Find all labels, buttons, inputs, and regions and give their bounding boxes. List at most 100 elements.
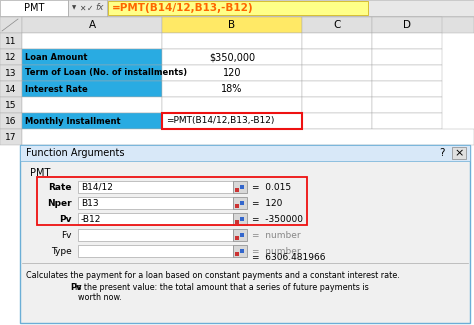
Bar (0, 113, 22, 129)
Text: 12: 12 (5, 53, 17, 61)
Bar (22, 49, 162, 65)
Bar (302, 97, 372, 113)
Bar (22, 65, 162, 81)
Bar (108, 1, 368, 15)
Bar (162, 49, 302, 65)
Bar (240, 185, 244, 189)
Bar (162, 81, 302, 97)
Text: =PMT(B14/12,B13,-B12): =PMT(B14/12,B13,-B12) (112, 3, 254, 13)
Bar (162, 97, 302, 113)
Bar (372, 33, 442, 49)
Bar (0, 33, 22, 49)
Text: 18%: 18% (221, 84, 243, 94)
Bar (0, 17, 474, 33)
Bar (372, 113, 442, 129)
Bar (233, 245, 247, 257)
Text: Pv: Pv (70, 283, 82, 292)
Bar (302, 17, 372, 33)
Bar (0, 49, 22, 65)
Bar (20, 145, 470, 323)
Bar (78, 213, 233, 225)
Bar (22, 129, 474, 145)
Bar (22, 33, 162, 49)
Bar (78, 181, 233, 193)
Bar (0, 129, 22, 145)
Text: 16: 16 (5, 116, 17, 125)
Bar (372, 97, 442, 113)
Bar (302, 113, 372, 129)
Bar (233, 181, 247, 193)
Text: =  120: = 120 (252, 199, 283, 207)
Bar (162, 65, 302, 81)
Text: 11: 11 (5, 36, 17, 46)
Bar (240, 201, 244, 205)
Bar (302, 81, 372, 97)
Text: =PMT(B14/12,B13,-B12): =PMT(B14/12,B13,-B12) (166, 116, 274, 125)
Bar (78, 245, 233, 257)
Bar (235, 220, 239, 224)
Text: =  number: = number (252, 246, 301, 255)
Text: 15: 15 (5, 100, 17, 110)
Text: Calculates the payment for a loan based on constant payments and a constant inte: Calculates the payment for a loan based … (26, 271, 400, 280)
Text: Fv: Fv (62, 230, 72, 240)
Bar (22, 81, 162, 97)
Bar (240, 249, 244, 253)
Bar (233, 229, 247, 241)
Text: worth now.: worth now. (78, 293, 122, 302)
Text: $350,000: $350,000 (209, 52, 255, 62)
Bar (302, 33, 372, 49)
Text: Term of Loan (No. of installments): Term of Loan (No. of installments) (25, 69, 187, 77)
Bar (235, 188, 239, 192)
Bar (162, 17, 302, 33)
Text: D: D (403, 20, 411, 30)
Text: C: C (333, 20, 341, 30)
Text: B14/12: B14/12 (81, 183, 113, 191)
Bar (0, 0, 68, 16)
Text: =  6306.481966: = 6306.481966 (252, 253, 326, 262)
Bar (162, 113, 302, 129)
Bar (0, 0, 474, 16)
Bar (240, 233, 244, 237)
Bar (0, 81, 22, 97)
Bar (0, 17, 22, 33)
Bar (235, 252, 239, 256)
Bar (372, 81, 442, 97)
Bar (0, 65, 22, 81)
Text: =  number: = number (252, 230, 301, 240)
Text: Pv: Pv (60, 214, 72, 224)
Text: Nper: Nper (47, 199, 72, 207)
Bar (22, 113, 162, 129)
Bar (20, 145, 470, 161)
Text: Rate: Rate (48, 183, 72, 191)
Bar (235, 236, 239, 240)
Text: PMT: PMT (30, 168, 50, 178)
Text: B: B (228, 20, 236, 30)
Bar (78, 197, 233, 209)
Text: 13: 13 (5, 69, 17, 77)
Text: ▼: ▼ (72, 6, 76, 10)
Text: B13: B13 (81, 199, 99, 207)
Text: Monthly Installment: Monthly Installment (25, 116, 120, 125)
Text: A: A (89, 20, 96, 30)
Bar (235, 204, 239, 208)
Bar (78, 229, 233, 241)
Bar (233, 213, 247, 225)
Text: -B12: -B12 (81, 214, 101, 224)
Text: ?: ? (439, 148, 445, 158)
Bar (0, 97, 22, 113)
Bar (372, 17, 442, 33)
Bar (302, 65, 372, 81)
Text: 120: 120 (223, 68, 241, 78)
Text: is the present value: the total amount that a series of future payments is: is the present value: the total amount t… (70, 283, 369, 292)
Bar (233, 197, 247, 209)
Bar (372, 65, 442, 81)
Bar (162, 33, 302, 49)
Text: PMT: PMT (24, 3, 44, 13)
Bar (22, 97, 162, 113)
Text: Type: Type (51, 246, 72, 255)
Bar (302, 49, 372, 65)
Text: Function Arguments: Function Arguments (26, 148, 125, 158)
Text: =  -350000: = -350000 (252, 214, 303, 224)
Text: fx: fx (96, 4, 104, 12)
Bar (372, 49, 442, 65)
